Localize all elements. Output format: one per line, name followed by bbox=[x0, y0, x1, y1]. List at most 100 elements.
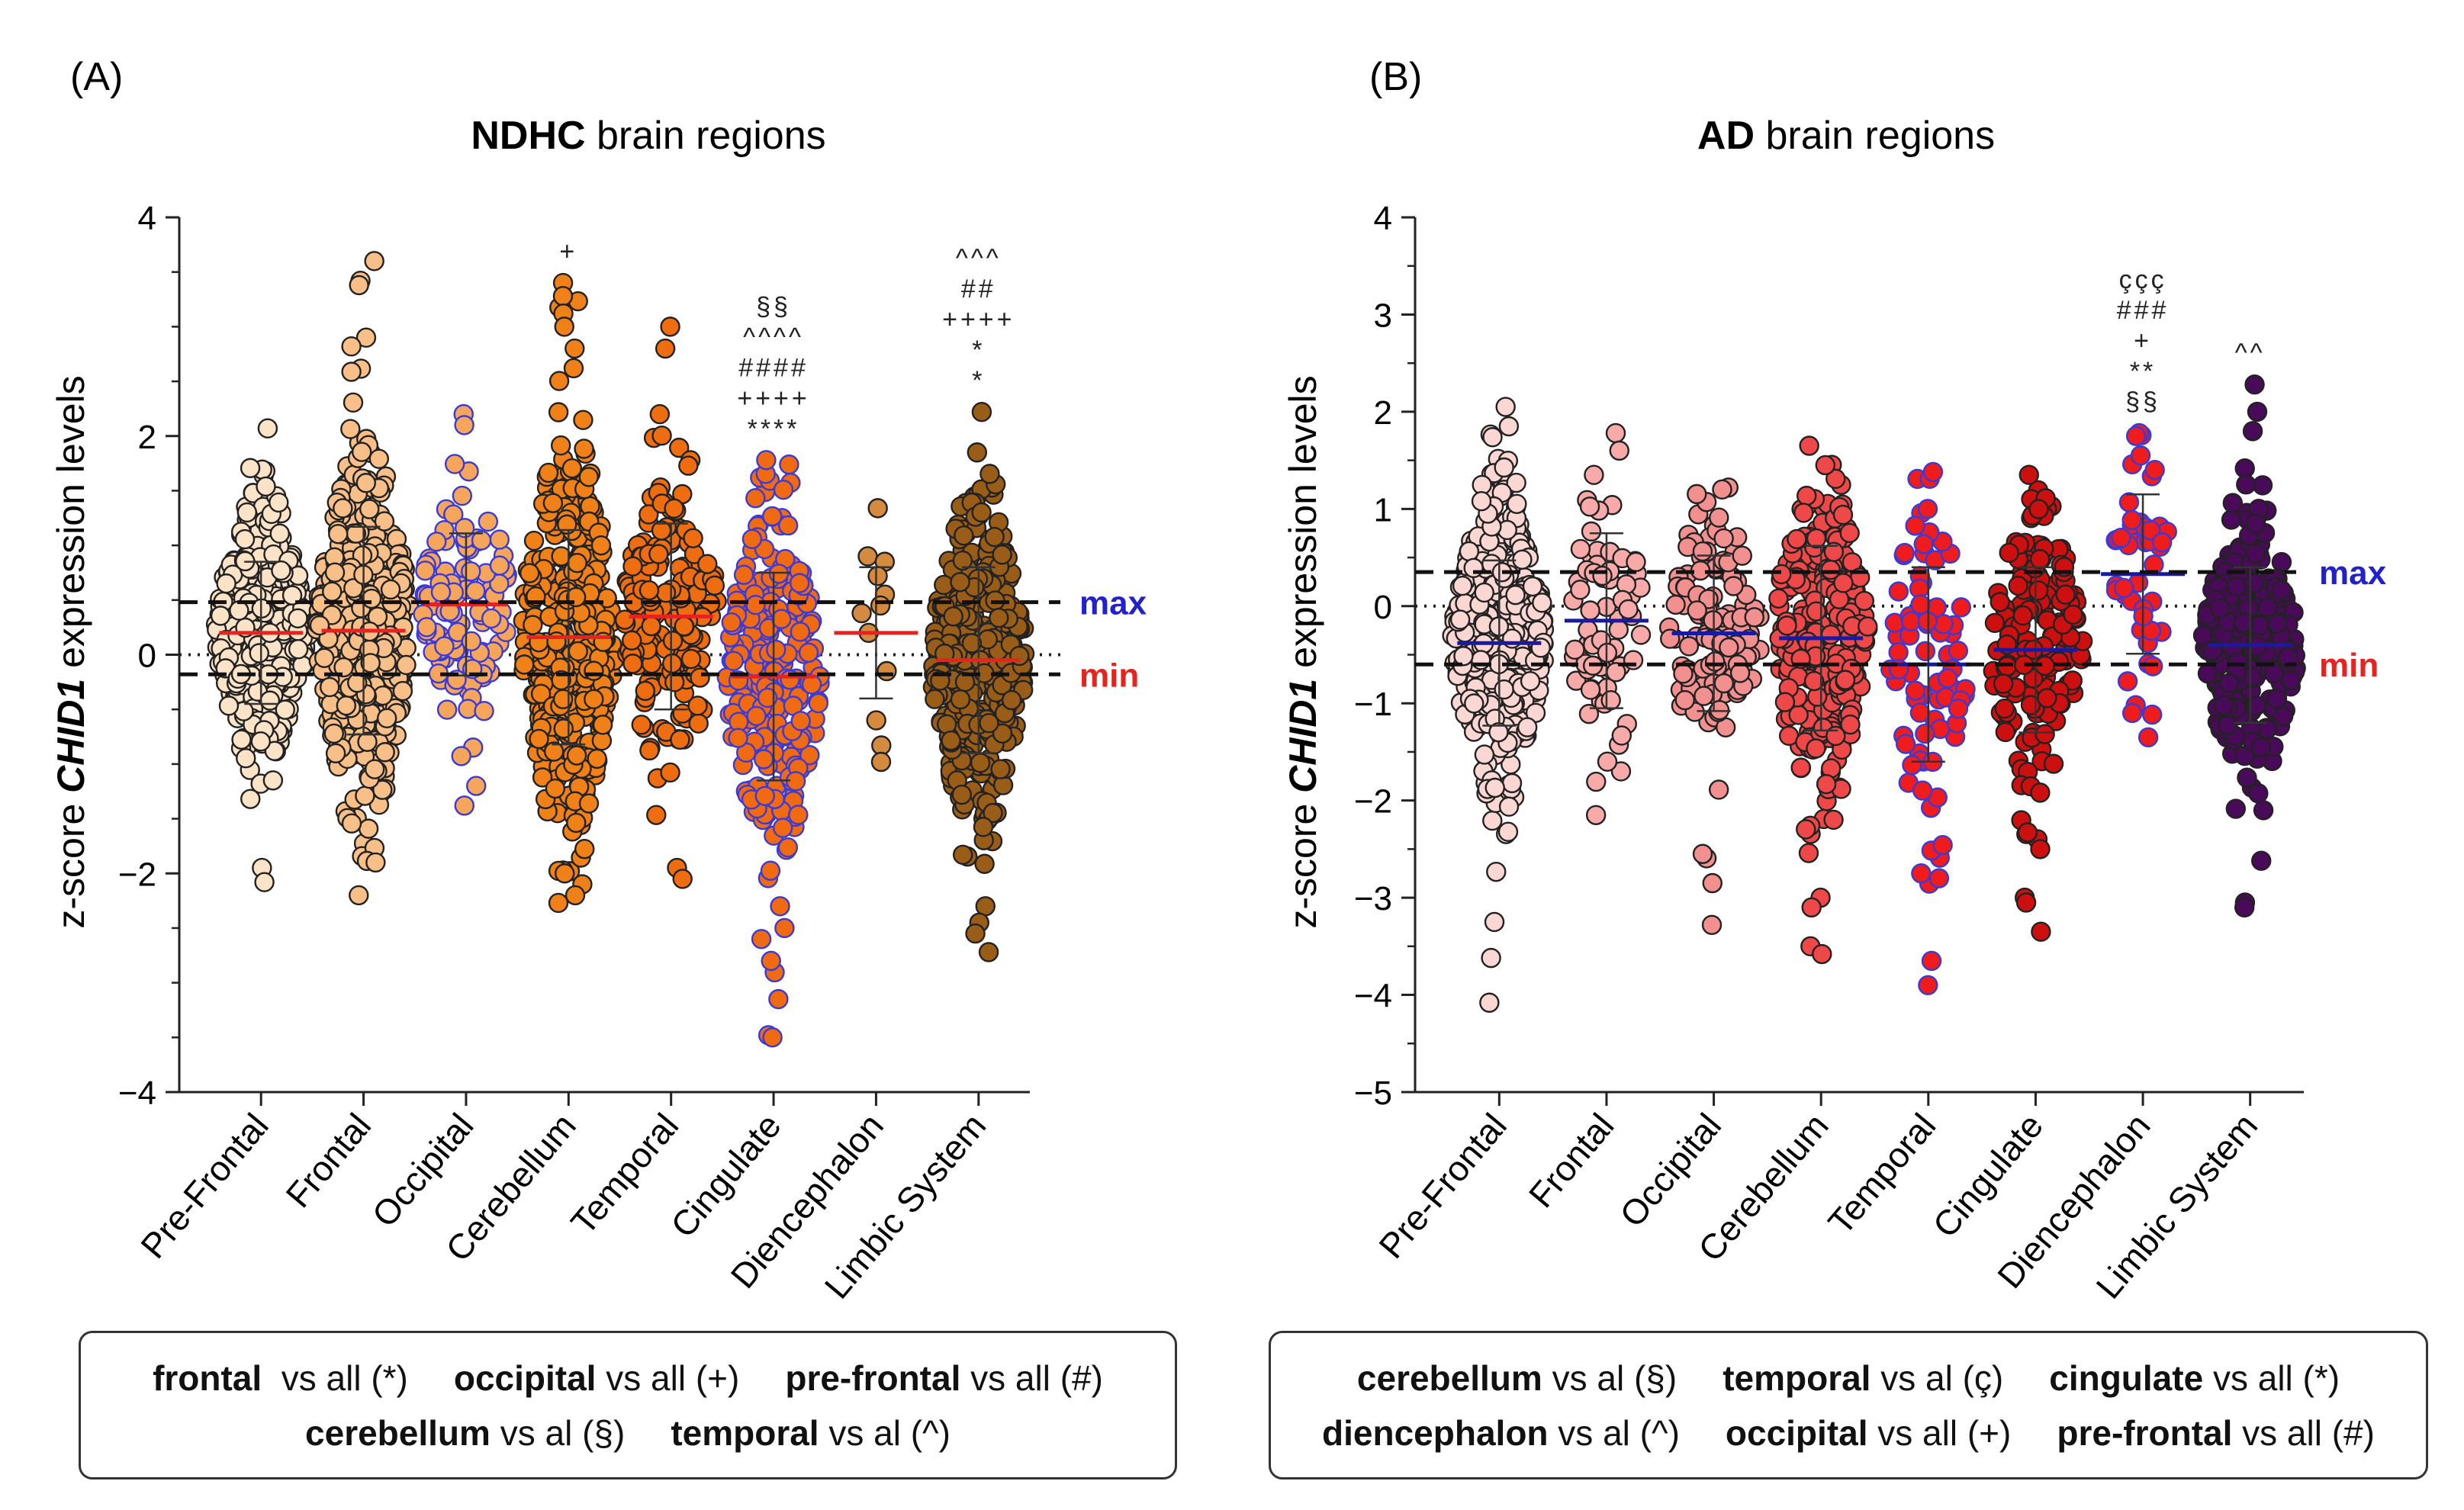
data-point bbox=[474, 701, 494, 721]
panel-a-legend: frontal vs all (*) occipital vs all (+) pr… bbox=[79, 1331, 1177, 1479]
data-point bbox=[234, 528, 256, 550]
data-point bbox=[292, 655, 313, 676]
data-point bbox=[1479, 992, 1500, 1013]
data-point bbox=[641, 615, 661, 637]
data-point bbox=[934, 643, 955, 664]
data-point bbox=[1708, 779, 1729, 800]
data-point bbox=[2244, 374, 2265, 395]
legend-item: occipital vs all (+) bbox=[1726, 1412, 2011, 1454]
data-point bbox=[1497, 821, 1519, 842]
significance-mark: ^^^ bbox=[956, 244, 1002, 273]
data-point bbox=[1449, 609, 1471, 630]
data-point bbox=[1464, 693, 1485, 714]
data-point bbox=[992, 545, 1012, 565]
data-point bbox=[341, 813, 362, 834]
legend-item-comparison: vs all (#) bbox=[2232, 1412, 2375, 1453]
y-tick-label: 2 bbox=[138, 419, 156, 456]
data-point bbox=[1790, 757, 1811, 778]
data-point bbox=[762, 506, 783, 527]
panel-b-plot: −5 −4 −3 −2 −1 0 1 2 3 4 Pre-Frontal FrontalOccipit… bbox=[1354, 200, 2387, 1306]
data-point bbox=[2271, 551, 2292, 573]
data-point bbox=[1803, 670, 1825, 692]
significance-mark: §§ bbox=[2125, 387, 2160, 416]
data-point bbox=[584, 689, 604, 710]
data-point bbox=[375, 742, 395, 763]
data-point bbox=[1990, 592, 2010, 612]
data-point bbox=[554, 316, 574, 337]
data-point bbox=[444, 454, 465, 474]
data-point bbox=[417, 617, 437, 638]
data-point bbox=[1928, 868, 1950, 888]
data-point bbox=[1605, 422, 1626, 444]
data-point bbox=[2247, 401, 2268, 422]
data-point bbox=[741, 528, 763, 549]
series-pre-frontal bbox=[205, 418, 319, 892]
data-point bbox=[651, 426, 672, 446]
data-point bbox=[1009, 645, 1030, 667]
data-point bbox=[1902, 754, 1922, 776]
data-point bbox=[1611, 725, 1632, 746]
threshold-label-min: min bbox=[1079, 657, 1139, 694]
legend-item-comparison: vs al (§) bbox=[1542, 1357, 1678, 1398]
data-point bbox=[553, 718, 574, 739]
data-point bbox=[992, 723, 1013, 744]
data-point bbox=[2245, 543, 2266, 564]
data-point bbox=[2031, 921, 2051, 942]
series-temporal bbox=[1880, 461, 1976, 996]
data-point bbox=[1580, 600, 1600, 621]
data-point bbox=[2246, 696, 2266, 716]
data-point bbox=[2030, 782, 2051, 803]
data-point bbox=[358, 818, 379, 839]
data-point bbox=[1570, 538, 1591, 560]
data-point bbox=[236, 748, 256, 769]
data-point bbox=[567, 552, 587, 573]
data-point bbox=[851, 602, 872, 624]
data-point bbox=[1839, 522, 1860, 544]
data-point bbox=[360, 653, 381, 673]
data-point bbox=[372, 779, 393, 800]
data-point bbox=[1586, 771, 1607, 792]
data-point bbox=[269, 523, 290, 544]
data-point bbox=[1687, 600, 1707, 621]
significance-mark: + bbox=[559, 237, 577, 266]
x-tick-label: Frontal bbox=[1521, 1106, 1622, 1215]
data-point bbox=[984, 526, 1005, 548]
data-point bbox=[2226, 577, 2247, 597]
data-point bbox=[426, 532, 447, 552]
data-point bbox=[2209, 598, 2231, 618]
significance-mark: **** bbox=[748, 414, 800, 443]
data-point bbox=[753, 749, 774, 769]
data-point bbox=[568, 641, 588, 662]
data-point bbox=[2043, 753, 2064, 774]
data-point bbox=[250, 731, 272, 752]
data-point bbox=[2221, 509, 2242, 530]
legend-item-comparison: vs al (^) bbox=[819, 1412, 951, 1453]
data-point bbox=[773, 480, 794, 500]
data-point bbox=[1713, 528, 1734, 549]
data-point bbox=[1833, 573, 1854, 593]
series-diencephalon bbox=[2105, 422, 2177, 748]
legend-item-comparison: vs all (+) bbox=[1867, 1412, 2012, 1453]
data-point bbox=[543, 741, 565, 762]
data-point bbox=[1774, 692, 1796, 712]
data-point bbox=[2028, 499, 2049, 519]
data-point bbox=[777, 515, 799, 536]
significance-mark: * bbox=[972, 366, 985, 395]
data-point bbox=[1498, 416, 1520, 437]
y-tick-label: −2 bbox=[118, 856, 156, 893]
data-point bbox=[1482, 810, 1503, 831]
data-point bbox=[1888, 642, 1909, 663]
data-point bbox=[779, 454, 799, 475]
data-point bbox=[973, 817, 994, 837]
data-point bbox=[672, 869, 693, 889]
data-point bbox=[218, 696, 240, 716]
data-point bbox=[1911, 863, 1932, 884]
legend-item: cingulate vs all (*) bbox=[2049, 1357, 2340, 1399]
data-point bbox=[1481, 947, 1501, 969]
data-point bbox=[660, 762, 680, 783]
data-point bbox=[578, 467, 599, 487]
legend-item: temporal vs al (ç) bbox=[1723, 1357, 2003, 1399]
data-point bbox=[971, 502, 992, 523]
data-point bbox=[529, 728, 549, 750]
